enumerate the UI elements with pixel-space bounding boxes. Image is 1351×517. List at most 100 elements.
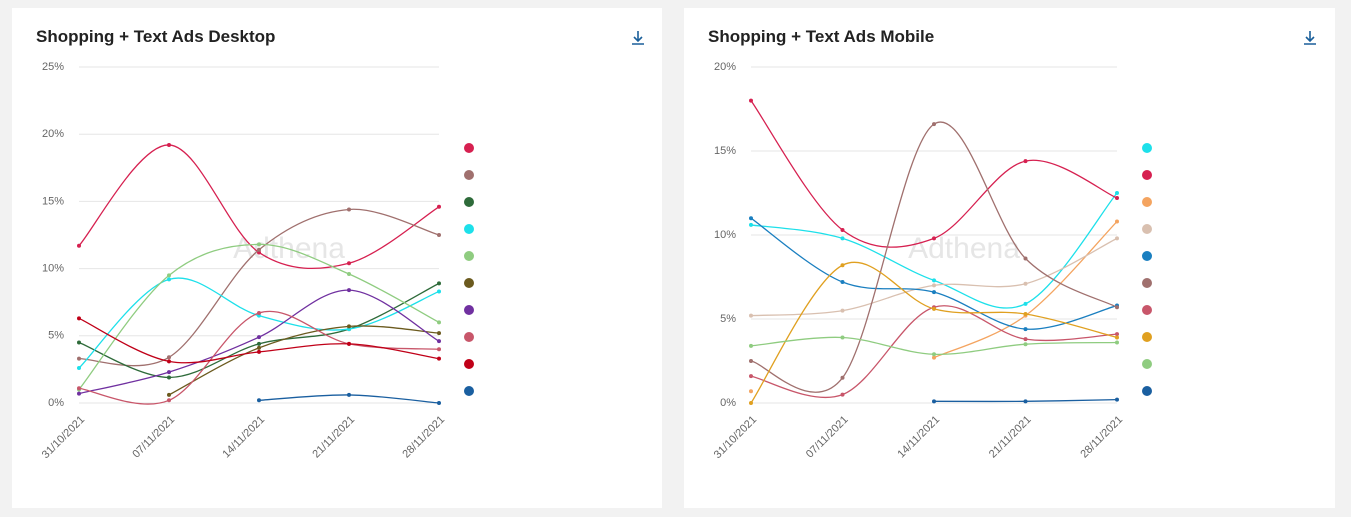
data-point [167, 375, 171, 380]
series-line [750, 192, 1118, 309]
data-point [167, 398, 171, 403]
data-point [437, 281, 441, 286]
data-point [1115, 196, 1119, 201]
data-point [257, 335, 261, 340]
y-tick-label: 15% [714, 145, 736, 157]
data-point [932, 355, 936, 360]
data-point [932, 306, 936, 311]
data-point [167, 273, 171, 278]
data-point [749, 343, 753, 348]
legend-marker [464, 224, 474, 234]
download-button[interactable] [1304, 31, 1316, 45]
data-point [1115, 305, 1119, 310]
data-point [1115, 219, 1119, 224]
download-button[interactable] [632, 31, 644, 45]
data-point [1023, 399, 1028, 404]
y-tick-label: 15% [42, 195, 64, 207]
data-point [932, 352, 936, 357]
data-point [1115, 332, 1119, 337]
chart-title: Shopping + Text Ads Desktop [36, 27, 275, 46]
data-point [347, 324, 351, 329]
data-point [437, 339, 441, 344]
data-point [749, 222, 753, 227]
data-point [1023, 327, 1028, 332]
data-point [257, 247, 261, 252]
legend-marker [464, 305, 474, 315]
y-tick-label: 0% [720, 397, 736, 409]
data-point [932, 283, 936, 288]
data-point [1023, 281, 1028, 286]
data-point [257, 242, 261, 247]
data-point [437, 347, 441, 352]
y-tick-label: 5% [48, 330, 64, 342]
series-line [750, 121, 1118, 393]
data-point [167, 370, 171, 375]
data-point [840, 227, 845, 232]
data-point [840, 236, 845, 241]
legend-marker [464, 359, 474, 369]
data-point [749, 359, 753, 363]
data-point [347, 392, 351, 397]
data-point [932, 290, 936, 295]
legend-marker [1142, 197, 1152, 207]
data-point [167, 142, 171, 147]
data-point [749, 389, 753, 394]
legend-marker [1142, 224, 1152, 234]
card [12, 8, 662, 508]
data-point [1023, 301, 1028, 306]
data-point [1023, 337, 1028, 342]
data-point [347, 288, 351, 293]
data-point [257, 349, 261, 354]
data-point [167, 392, 171, 397]
series-line [168, 325, 440, 396]
data-point [1023, 311, 1028, 316]
data-point [932, 399, 936, 404]
data-point [840, 263, 845, 268]
data-point [167, 359, 171, 364]
data-point [840, 392, 845, 397]
data-point [1115, 335, 1119, 340]
data-point [77, 356, 81, 361]
series-line [78, 144, 440, 270]
y-tick-label: 10% [714, 229, 736, 241]
legend-marker [464, 386, 474, 396]
data-point [1115, 191, 1119, 195]
legend-marker [464, 143, 474, 153]
y-tick-label: 5% [720, 313, 736, 325]
data-point [749, 313, 753, 318]
data-point [840, 280, 845, 285]
data-point [167, 355, 171, 360]
legend-marker [1142, 332, 1152, 342]
data-point [437, 289, 441, 294]
legend-marker [464, 251, 474, 261]
data-point [840, 375, 845, 380]
data-point [840, 335, 845, 340]
data-point [257, 345, 261, 350]
data-point [1023, 256, 1028, 261]
series-line [750, 261, 1118, 404]
data-point [77, 243, 81, 248]
data-point [77, 391, 81, 396]
data-point [437, 204, 441, 209]
data-point [749, 98, 753, 103]
data-point [437, 356, 441, 361]
data-point [932, 122, 936, 127]
data-point [840, 308, 845, 313]
y-tick-label: 20% [714, 61, 736, 73]
card [684, 8, 1335, 508]
data-point [347, 261, 351, 266]
data-point [257, 341, 261, 346]
legend-marker [1142, 359, 1152, 369]
y-tick-label: 20% [42, 128, 64, 140]
y-tick-label: 10% [42, 263, 64, 275]
data-point [347, 207, 351, 212]
y-tick-label: 0% [48, 397, 64, 409]
data-point [347, 341, 351, 346]
data-point [1115, 340, 1119, 345]
data-point [77, 316, 81, 321]
y-tick-label: 25% [42, 61, 64, 73]
legend-marker [1142, 170, 1152, 180]
data-point [749, 216, 753, 221]
legend-marker [464, 197, 474, 207]
